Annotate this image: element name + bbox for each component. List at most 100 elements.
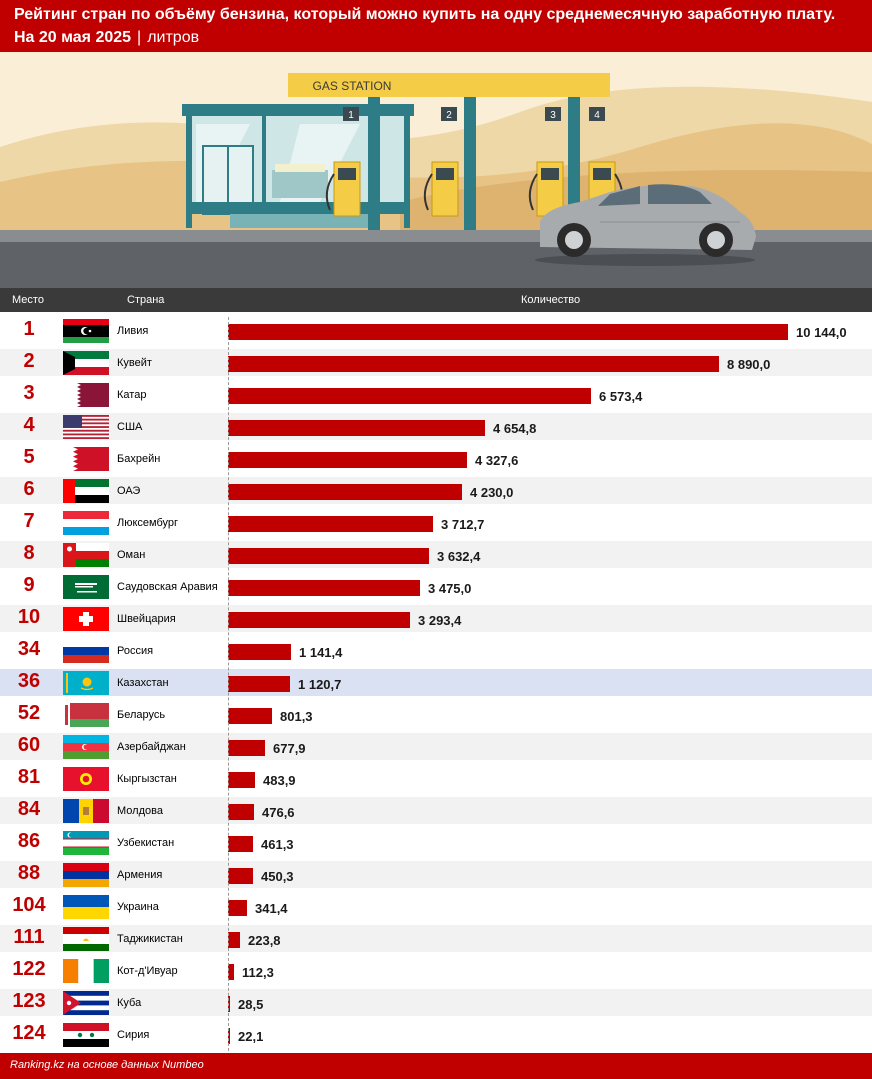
rank-number: 3 <box>23 382 35 404</box>
rank-number: 1 <box>23 318 35 340</box>
bar <box>228 772 255 788</box>
table-row: 34 Россия 1 141,4 <box>0 637 872 664</box>
rank-number: 104 <box>12 894 46 916</box>
table-row: 111 Таджикистан 223,8 <box>0 925 872 952</box>
bar <box>228 644 291 660</box>
rank-number: 60 <box>17 734 41 756</box>
value-label: 1 141,4 <box>299 645 343 660</box>
pump-number-3: 3 <box>550 110 556 121</box>
bar <box>228 708 272 724</box>
date-label: На 20 мая 2025 <box>14 29 132 46</box>
country-name: ОАЭ <box>117 485 141 497</box>
bar <box>228 740 265 756</box>
rank-number: 122 <box>12 958 46 980</box>
country-name: Саудовская Аравия <box>117 581 218 593</box>
pump-number-1: 1 <box>348 110 354 121</box>
country-name: Сирия <box>117 1029 150 1041</box>
country-name: Бахрейн <box>117 453 161 465</box>
table-row: 86 Узбекистан 461,3 <box>0 829 872 856</box>
table-row: 7 Люксембург 3 712,7 <box>0 509 872 536</box>
table-row: 52 Беларусь 801,3 <box>0 701 872 728</box>
table-row: 36 Казахстан 1 120,7 <box>0 669 872 696</box>
page-subtitle: На 20 мая 2025 | литров <box>14 29 199 47</box>
value-label: 1 120,7 <box>298 677 342 692</box>
bar <box>228 932 240 948</box>
gas-station-illustration: GAS STATION 1 2 3 4 <box>0 52 872 288</box>
rank-number: 81 <box>17 766 41 788</box>
value-label: 450,3 <box>261 869 294 884</box>
pump-number-2: 2 <box>446 110 452 121</box>
column-header-bar: Место Страна Количество <box>0 288 872 312</box>
rank-number: 5 <box>23 446 35 468</box>
table-row: 84 Молдова 476,6 <box>0 797 872 824</box>
value-label: 3 293,4 <box>418 613 462 628</box>
bar <box>228 1028 230 1044</box>
kuwait-flag <box>63 351 109 375</box>
russia-flag <box>63 639 109 663</box>
value-label: 341,4 <box>255 901 288 916</box>
belarus-flag <box>63 703 109 727</box>
bar <box>228 836 253 852</box>
country-name: Куба <box>117 997 142 1009</box>
table-row: 3 Катар 6 573,4 <box>0 381 872 408</box>
title-banner: Рейтинг стран по объёму бензина, который… <box>0 0 872 52</box>
country-name: Катар <box>117 389 147 401</box>
value-label: 10 144,0 <box>796 325 847 340</box>
country-name: Беларусь <box>117 709 166 721</box>
value-label: 4 327,6 <box>475 453 519 468</box>
value-label: 4 654,8 <box>493 421 537 436</box>
rank-number: 2 <box>23 350 35 372</box>
cuba-flag <box>63 991 109 1015</box>
table-row: 60 Азербайджан 677,9 <box>0 733 872 760</box>
rank-number: 10 <box>17 606 41 628</box>
value-label: 223,8 <box>248 933 281 948</box>
rank-number: 84 <box>17 798 41 820</box>
table-row: 5 Бахрейн 4 327,6 <box>0 445 872 472</box>
bar <box>228 964 234 980</box>
value-label: 22,1 <box>238 1029 264 1044</box>
value-label: 801,3 <box>280 709 313 724</box>
country-name: США <box>117 421 143 433</box>
rank-number: 9 <box>23 574 35 596</box>
syria-flag <box>63 1023 109 1047</box>
country-name: Армения <box>117 869 163 881</box>
table-row: 1 Ливия 10 144,0 <box>0 317 872 344</box>
country-name: Швейцария <box>117 613 176 625</box>
value-label: 476,6 <box>262 805 295 820</box>
pump-number-4: 4 <box>594 110 600 121</box>
column-header-rank: Место <box>12 294 44 306</box>
table-row: 88 Армения 450,3 <box>0 861 872 888</box>
value-label: 677,9 <box>273 741 306 756</box>
country-name: Таджикистан <box>117 933 183 945</box>
country-name: Оман <box>117 549 146 561</box>
country-name: Украина <box>117 901 159 913</box>
gas-station-sign: GAS STATION <box>313 79 392 93</box>
rank-number: 6 <box>23 478 35 500</box>
country-name: Кувейт <box>117 357 152 369</box>
bar <box>228 580 420 596</box>
country-name: Люксембург <box>117 517 179 529</box>
country-name: Россия <box>117 645 154 657</box>
azerbaijan-flag <box>63 735 109 759</box>
qatar-flag <box>63 383 109 407</box>
rank-number: 7 <box>23 510 35 532</box>
rank-number: 36 <box>17 670 41 692</box>
moldova-flag <box>63 799 109 823</box>
uzbekistan-flag <box>63 831 109 855</box>
switzerland-flag <box>63 607 109 631</box>
table-row: 124 Сирия 22,1 <box>0 1021 872 1048</box>
value-label: 3 475,0 <box>428 581 472 596</box>
kazakhstan-flag <box>63 671 109 695</box>
rank-number: 86 <box>17 830 41 852</box>
bar <box>228 996 230 1012</box>
rank-number: 124 <box>12 1022 46 1044</box>
bar <box>228 452 467 468</box>
separator: | <box>137 29 142 46</box>
uae-flag <box>63 479 109 503</box>
oman-flag <box>63 543 109 567</box>
bar <box>228 388 591 404</box>
bahrain-flag <box>63 447 109 471</box>
rank-number: 123 <box>12 990 46 1012</box>
table-row: 8 Оман 3 632,4 <box>0 541 872 568</box>
value-label: 483,9 <box>263 773 296 788</box>
